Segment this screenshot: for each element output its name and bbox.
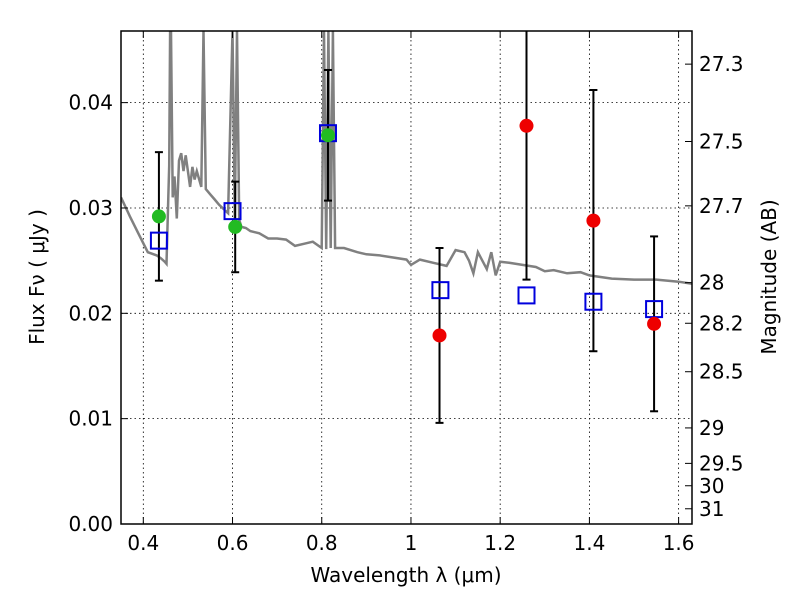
y-tick-label: 0.04	[68, 91, 113, 115]
x-axis-label: Wavelength λ (μm)	[310, 563, 501, 587]
magnitude-tick-label: 28.2	[699, 311, 744, 335]
observed-point	[228, 219, 243, 234]
x-tick-label: 0.4	[127, 531, 159, 555]
model-point	[517, 286, 536, 305]
observed-point	[320, 128, 335, 143]
model-points	[149, 124, 664, 319]
x-tick-label: 1	[405, 531, 418, 555]
observed-point	[647, 316, 662, 331]
plot-frame	[120, 30, 693, 525]
template-spectrum-line	[121, 31, 692, 286]
observed-point	[586, 213, 601, 228]
magnitude-tick-label: 27.7	[699, 194, 744, 218]
x-tick-label: 1.4	[573, 531, 605, 555]
y-tick-label: 0.00	[68, 512, 113, 536]
magnitude-tick-label: 27.5	[699, 130, 744, 154]
observed-point	[151, 209, 166, 224]
magnitude-tick-label: 27.3	[699, 52, 744, 76]
grid-lines	[121, 31, 692, 524]
y-axis-label: Flux Fν ( μJy )	[25, 209, 49, 345]
magnitude-tick-label: 29.5	[699, 451, 744, 475]
magnitude-tick-label: 29	[699, 416, 724, 440]
model-point	[149, 231, 168, 250]
magnitude-tick-label: 31	[699, 497, 724, 521]
model-point	[223, 202, 242, 221]
x-tick-label: 1.6	[663, 531, 695, 555]
observed-point	[432, 328, 447, 343]
x-tick-label: 1.2	[484, 531, 516, 555]
y-tick-label: 0.03	[68, 196, 113, 220]
model-point	[431, 281, 450, 300]
magnitude-tick-label: 30	[699, 474, 724, 498]
x-tick-label: 0.6	[217, 531, 249, 555]
y-tick-label: 0.02	[68, 301, 113, 325]
observed-point	[519, 118, 534, 133]
magnitude-tick-label: 28	[699, 271, 724, 295]
magnitude-tick-label: 28.5	[699, 360, 744, 384]
x-axis-ticks: 0.4 0.6 0.8 1 1.2 1.4 1.6	[127, 31, 695, 555]
observed-points	[151, 118, 662, 343]
y-axis-ticks: 0.00 0.01 0.02 0.03 0.04	[68, 91, 128, 536]
model-point	[584, 292, 603, 311]
y-tick-label: 0.01	[68, 407, 113, 431]
magnitude-axis-label: Magnitude (AB)	[757, 199, 781, 354]
x-tick-label: 0.8	[306, 531, 338, 555]
